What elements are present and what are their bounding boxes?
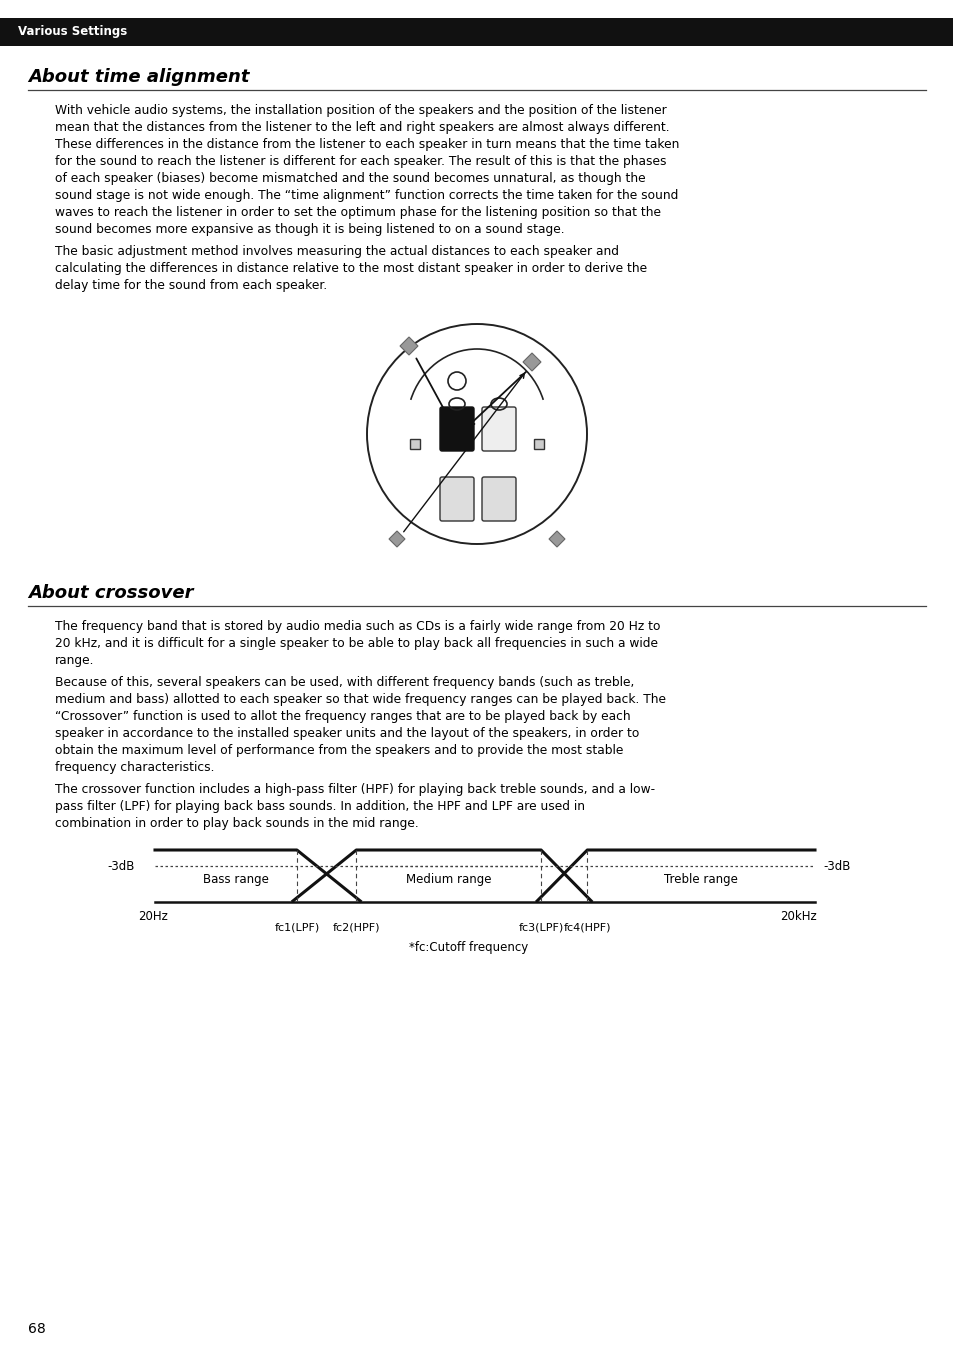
Bar (0, 18, 953, 46)
Text: range.: range. (55, 654, 94, 667)
Text: speaker in accordance to the installed speaker units and the layout of the speak: speaker in accordance to the installed s… (55, 727, 639, 740)
Text: combination in order to play back sounds in the mid range.: combination in order to play back sounds… (55, 817, 418, 830)
Text: pass filter (LPF) for playing back bass sounds. In addition, the HPF and LPF are: pass filter (LPF) for playing back bass … (55, 800, 584, 813)
Text: Because of this, several speakers can be used, with different frequency bands (s: Because of this, several speakers can be… (55, 676, 634, 690)
Text: sound becomes more expansive as though it is being listened to on a sound stage.: sound becomes more expansive as though i… (55, 223, 564, 237)
Polygon shape (399, 337, 417, 356)
Text: waves to reach the listener in order to set the optimum phase for the listening : waves to reach the listener in order to … (55, 206, 660, 219)
Text: With vehicle audio systems, the installation position of the speakers and the po: With vehicle audio systems, the installa… (55, 104, 666, 118)
Text: of each speaker (biases) become mismatched and the sound becomes unnatural, as t: of each speaker (biases) become mismatch… (55, 172, 645, 185)
FancyBboxPatch shape (439, 477, 474, 521)
Text: Bass range: Bass range (203, 873, 269, 887)
Text: fc2(HPF): fc2(HPF) (333, 923, 379, 933)
Text: fc1(LPF): fc1(LPF) (274, 923, 319, 933)
Text: 20Hz: 20Hz (138, 910, 168, 922)
Text: *fc:Cutoff frequency: *fc:Cutoff frequency (409, 941, 528, 955)
Text: frequency characteristics.: frequency characteristics. (55, 761, 214, 773)
Text: About crossover: About crossover (28, 584, 193, 602)
Text: About time alignment: About time alignment (28, 68, 250, 87)
Text: medium and bass) allotted to each speaker so that wide frequency ranges can be p: medium and bass) allotted to each speake… (55, 694, 665, 706)
Polygon shape (522, 353, 540, 370)
Text: for the sound to reach the listener is different for each speaker. The result of: for the sound to reach the listener is d… (55, 155, 666, 168)
Text: These differences in the distance from the listener to each speaker in turn mean: These differences in the distance from t… (55, 138, 679, 151)
Text: 20 kHz, and it is difficult for a single speaker to be able to play back all fre: 20 kHz, and it is difficult for a single… (55, 637, 658, 650)
Text: The frequency band that is stored by audio media such as CDs is a fairly wide ra: The frequency band that is stored by aud… (55, 621, 659, 633)
Polygon shape (389, 531, 405, 548)
Text: The crossover function includes a high-pass filter (HPF) for playing back treble: The crossover function includes a high-p… (55, 783, 655, 796)
Text: delay time for the sound from each speaker.: delay time for the sound from each speak… (55, 279, 327, 292)
Text: -3dB: -3dB (822, 860, 849, 872)
Text: Treble range: Treble range (663, 873, 738, 887)
Text: 20kHz: 20kHz (780, 910, 816, 922)
Text: fc3(LPF): fc3(LPF) (517, 923, 563, 933)
Text: The basic adjustment method involves measuring the actual distances to each spea: The basic adjustment method involves mea… (55, 245, 618, 258)
Text: -3dB: -3dB (107, 860, 134, 872)
Text: calculating the differences in distance relative to the most distant speaker in : calculating the differences in distance … (55, 262, 646, 274)
Text: fc4(HPF): fc4(HPF) (563, 923, 611, 933)
Text: “Crossover” function is used to allot the frequency ranges that are to be played: “Crossover” function is used to allot th… (55, 710, 630, 723)
Text: sound stage is not wide enough. The “time alignment” function corrects the time : sound stage is not wide enough. The “tim… (55, 189, 678, 201)
Text: Various Settings: Various Settings (18, 26, 127, 38)
FancyBboxPatch shape (481, 407, 516, 452)
FancyBboxPatch shape (439, 407, 474, 452)
Text: Medium range: Medium range (406, 873, 491, 887)
Polygon shape (548, 531, 564, 548)
Bar (410, 439, 419, 449)
Bar (534, 439, 543, 449)
Text: mean that the distances from the listener to the left and right speakers are alm: mean that the distances from the listene… (55, 120, 669, 134)
FancyBboxPatch shape (481, 477, 516, 521)
Text: 68: 68 (28, 1322, 46, 1336)
Text: obtain the maximum level of performance from the speakers and to provide the mos: obtain the maximum level of performance … (55, 744, 622, 757)
